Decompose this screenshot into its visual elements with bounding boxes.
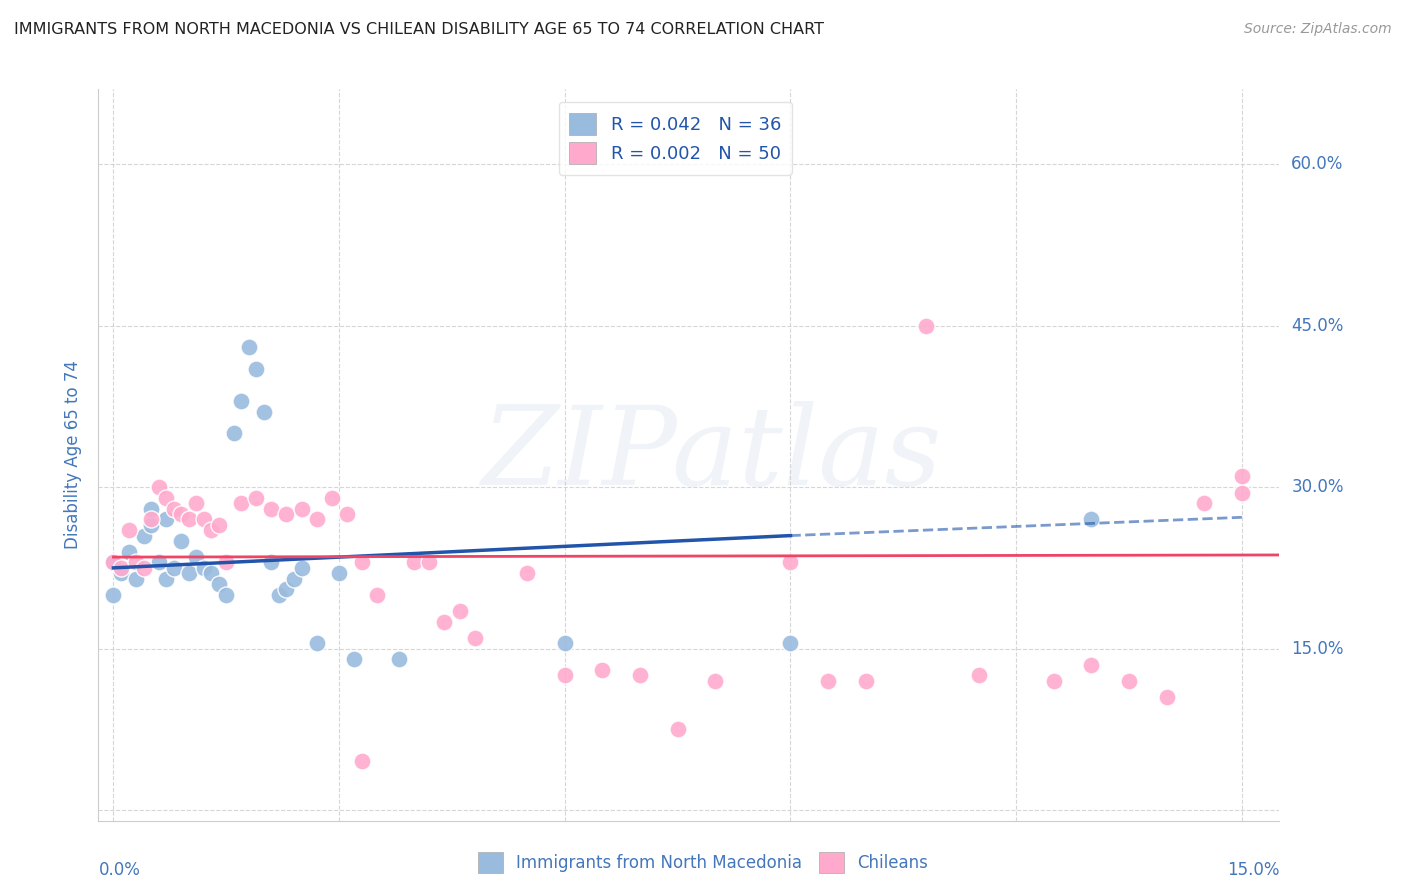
Point	[350, 556, 373, 570]
Point	[186, 496, 208, 510]
Point	[343, 652, 366, 666]
Point	[177, 512, 200, 526]
Point	[170, 507, 193, 521]
Point	[1192, 496, 1215, 510]
Point	[200, 566, 222, 581]
Text: 45.0%: 45.0%	[1291, 317, 1344, 334]
Point	[215, 556, 238, 570]
Point	[283, 572, 305, 586]
Point	[110, 561, 132, 575]
Point	[132, 561, 155, 575]
Point	[516, 566, 538, 581]
Point	[1042, 673, 1064, 688]
Point	[305, 512, 328, 526]
Point	[449, 604, 471, 618]
Point	[163, 501, 186, 516]
Legend: R = 0.042   N = 36, R = 0.002   N = 50: R = 0.042 N = 36, R = 0.002 N = 50	[558, 102, 792, 175]
Text: ZIPatlas: ZIPatlas	[482, 401, 943, 508]
Text: IMMIGRANTS FROM NORTH MACEDONIA VS CHILEAN DISABILITY AGE 65 TO 74 CORRELATION C: IMMIGRANTS FROM NORTH MACEDONIA VS CHILE…	[14, 22, 824, 37]
Point	[1230, 469, 1253, 483]
Point	[855, 673, 877, 688]
Point	[215, 588, 238, 602]
Point	[231, 496, 253, 510]
Point	[117, 545, 139, 559]
Point	[139, 512, 162, 526]
Point	[186, 550, 208, 565]
Point	[148, 556, 170, 570]
Point	[628, 668, 651, 682]
Point	[321, 491, 343, 505]
Point	[253, 405, 276, 419]
Point	[554, 636, 576, 650]
Point	[366, 588, 388, 602]
Text: 15.0%: 15.0%	[1291, 640, 1344, 657]
Point	[267, 588, 290, 602]
Point	[260, 501, 283, 516]
Point	[1080, 512, 1102, 526]
Point	[817, 673, 839, 688]
Point	[915, 318, 938, 333]
Point	[591, 663, 613, 677]
Point	[155, 572, 177, 586]
Point	[245, 362, 267, 376]
Point	[779, 556, 801, 570]
Text: Source: ZipAtlas.com: Source: ZipAtlas.com	[1244, 22, 1392, 37]
Point	[290, 501, 312, 516]
Point	[328, 566, 350, 581]
Point	[163, 561, 186, 575]
Point	[554, 668, 576, 682]
Point	[967, 668, 990, 682]
Point	[208, 517, 231, 532]
Point	[1118, 673, 1140, 688]
Point	[103, 556, 125, 570]
Point	[222, 426, 245, 441]
Point	[245, 491, 267, 505]
Point	[139, 501, 162, 516]
Point	[276, 507, 298, 521]
Point	[305, 636, 328, 650]
Point	[276, 582, 298, 597]
Point	[1230, 485, 1253, 500]
Point	[110, 566, 132, 581]
Text: 0.0%: 0.0%	[98, 861, 141, 879]
Point	[117, 523, 139, 537]
Y-axis label: Disability Age 65 to 74: Disability Age 65 to 74	[65, 360, 83, 549]
Point	[336, 507, 359, 521]
Point	[350, 755, 373, 769]
Point	[779, 636, 801, 650]
Point	[103, 556, 125, 570]
Point	[148, 480, 170, 494]
Point	[155, 512, 177, 526]
Point	[139, 517, 162, 532]
Point	[155, 491, 177, 505]
Point	[125, 572, 148, 586]
Point	[418, 556, 440, 570]
Point	[704, 673, 727, 688]
Point	[404, 556, 426, 570]
Text: 60.0%: 60.0%	[1291, 155, 1344, 174]
Point	[260, 556, 283, 570]
Point	[177, 566, 200, 581]
Point	[238, 340, 260, 354]
Point	[464, 631, 486, 645]
Point	[1156, 690, 1178, 704]
Point	[193, 512, 215, 526]
Point	[1080, 657, 1102, 672]
Legend: Immigrants from North Macedonia, Chileans: Immigrants from North Macedonia, Chilean…	[471, 846, 935, 880]
Text: 30.0%: 30.0%	[1291, 478, 1344, 496]
Point	[132, 528, 155, 542]
Point	[433, 615, 456, 629]
Point	[103, 588, 125, 602]
Point	[231, 394, 253, 409]
Point	[388, 652, 411, 666]
Point	[193, 561, 215, 575]
Point	[208, 577, 231, 591]
Point	[200, 523, 222, 537]
Text: 15.0%: 15.0%	[1227, 861, 1279, 879]
Point	[290, 561, 312, 575]
Point	[170, 533, 193, 548]
Point	[666, 723, 689, 737]
Point	[125, 556, 148, 570]
